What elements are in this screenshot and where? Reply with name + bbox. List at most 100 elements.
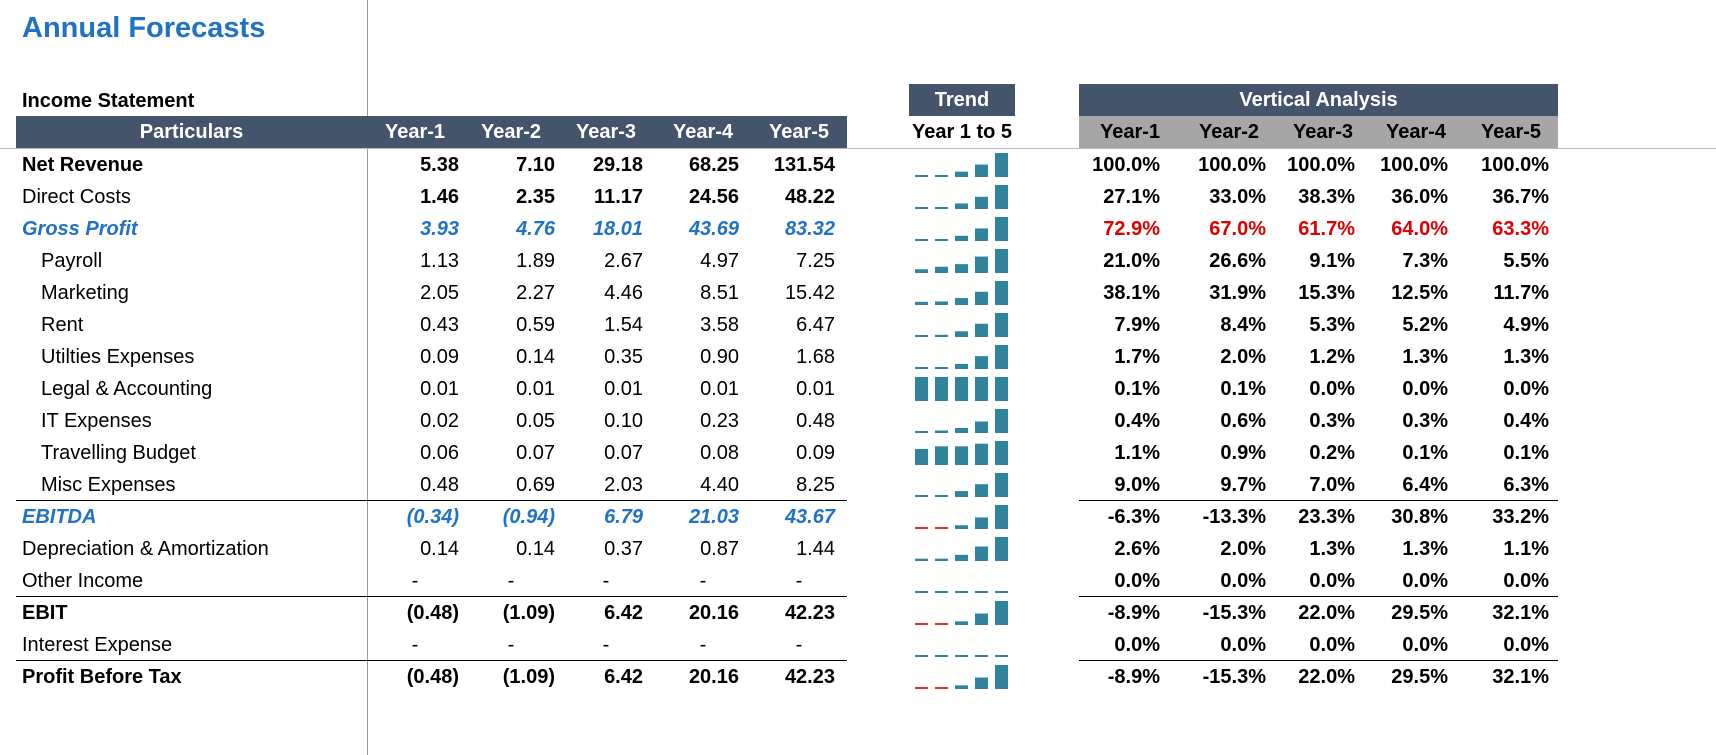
- cell-value: -: [699, 634, 707, 656]
- sparkline-bar: [935, 494, 948, 497]
- row-border: [1079, 660, 1558, 661]
- row-label: Interest Expense: [22, 634, 173, 656]
- column-header: Year-4: [672, 121, 734, 143]
- cell-value: 18.01: [592, 218, 643, 240]
- cell-value: 29.18: [592, 154, 643, 176]
- row-label: Rent: [41, 314, 84, 336]
- cell-value: 4.46: [604, 282, 643, 304]
- cell-value: 20.16: [688, 602, 739, 624]
- cell-value: 24.56: [688, 186, 739, 208]
- vertical-column-header: Year-3: [1292, 121, 1354, 143]
- vertical-value: 21.0%: [1103, 250, 1160, 272]
- cell-value: 68.25: [688, 154, 739, 176]
- header-rule: [0, 148, 1716, 149]
- cell-value: 4.40: [700, 474, 739, 496]
- vertical-value: -8.9%: [1107, 602, 1160, 624]
- vertical-value: 15.3%: [1298, 282, 1355, 304]
- sparkline-bar: [975, 677, 988, 689]
- sparkline-bar: [975, 517, 988, 529]
- sparkline-bar: [915, 239, 928, 241]
- row-label: Legal & Accounting: [41, 378, 213, 400]
- cell-value: 2.27: [516, 282, 555, 304]
- sparkline-bar: [975, 484, 988, 497]
- cell-value: 0.01: [420, 378, 459, 400]
- vertical-value: -15.3%: [1202, 666, 1266, 688]
- sparkline-bar: [915, 655, 928, 657]
- sparkline-bar: [975, 421, 988, 433]
- row-label: Payroll: [41, 250, 103, 272]
- cell-value: 43.69: [688, 218, 739, 240]
- cell-value: 1.89: [516, 250, 555, 272]
- sparkline-bar: [995, 313, 1008, 337]
- vertical-value: 0.0%: [1309, 634, 1355, 656]
- vertical-value: 0.6%: [1220, 410, 1266, 432]
- cell-value: 0.09: [420, 346, 459, 368]
- sparkline-bar: [975, 256, 988, 273]
- cell-value: 6.42: [604, 666, 643, 688]
- cell-value: 0.05: [516, 410, 555, 432]
- vertical-value: 36.7%: [1492, 186, 1549, 208]
- cell-value: 2.35: [516, 186, 555, 208]
- cell-value: 8.51: [700, 282, 739, 304]
- sparkline-bar: [935, 207, 948, 209]
- sparkline-bar: [915, 335, 928, 337]
- sparkline-bar: [975, 655, 988, 657]
- vertical-value: 0.4%: [1503, 410, 1549, 432]
- cell-value: -: [411, 570, 419, 592]
- vertical-value: 9.7%: [1220, 474, 1266, 496]
- cell-value: 6.47: [796, 314, 835, 336]
- vertical-value: 22.0%: [1298, 602, 1355, 624]
- cell-value: 0.37: [604, 538, 643, 560]
- vertical-value: 9.1%: [1309, 250, 1355, 272]
- sparkline-bar: [915, 431, 928, 433]
- vertical-value: 0.4%: [1114, 410, 1160, 432]
- column-divider: [367, 0, 368, 755]
- sparkline-bar: [995, 345, 1008, 369]
- sparkline-bar: [995, 591, 1008, 593]
- sparkline-bar: [975, 196, 988, 209]
- vertical-value: 2.0%: [1220, 538, 1266, 560]
- cell-value: 0.87: [700, 538, 739, 560]
- vertical-value: 100.0%: [1092, 154, 1160, 176]
- vertical-value: 27.1%: [1103, 186, 1160, 208]
- sparkline-bar: [915, 367, 928, 369]
- vertical-value: 26.6%: [1209, 250, 1266, 272]
- column-header: Year-2: [480, 121, 542, 143]
- sparkline-bar: [975, 443, 988, 465]
- cell-value: 0.69: [516, 474, 555, 496]
- cell-value: -: [602, 570, 610, 592]
- sparkline-bar: [935, 301, 948, 305]
- vertical-value: 5.2%: [1402, 314, 1448, 336]
- sparkline-bar: [955, 428, 968, 433]
- vertical-column-header: Year-2: [1198, 121, 1260, 143]
- vertical-value: 63.3%: [1492, 218, 1549, 240]
- vertical-value: 23.3%: [1298, 506, 1355, 528]
- vertical-value: 2.6%: [1114, 538, 1160, 560]
- row-border: [1079, 500, 1558, 501]
- vertical-value: 7.9%: [1114, 314, 1160, 336]
- cell-value: 0.14: [420, 538, 459, 560]
- vertical-value: 1.7%: [1114, 346, 1160, 368]
- vertical-value: 0.1%: [1114, 378, 1160, 400]
- vertical-value: 61.7%: [1298, 218, 1355, 240]
- sparkline-bar: [935, 334, 948, 337]
- row-label: Utilties Expenses: [41, 346, 195, 368]
- sparkline-bar: [915, 207, 928, 209]
- cell-value: 21.03: [688, 506, 739, 528]
- sparkline-bar: [935, 527, 948, 529]
- column-header: Year-5: [768, 121, 830, 143]
- vertical-header-bar: [1079, 116, 1558, 148]
- cell-value: 0.35: [604, 346, 643, 368]
- sheet-title: Annual Forecasts: [22, 12, 266, 44]
- vertical-value: 0.0%: [1402, 570, 1448, 592]
- sparkline-bar: [995, 185, 1008, 209]
- cell-value: 0.10: [604, 410, 643, 432]
- sparkline-bar: [975, 613, 988, 625]
- cell-value: 8.25: [796, 474, 835, 496]
- sparkline-bar: [995, 441, 1008, 465]
- sparkline-bar: [935, 266, 948, 273]
- row-label: Travelling Budget: [41, 442, 196, 464]
- cell-value: 0.48: [420, 474, 459, 496]
- sparkline-bar: [975, 356, 988, 369]
- vertical-value: 36.0%: [1391, 186, 1448, 208]
